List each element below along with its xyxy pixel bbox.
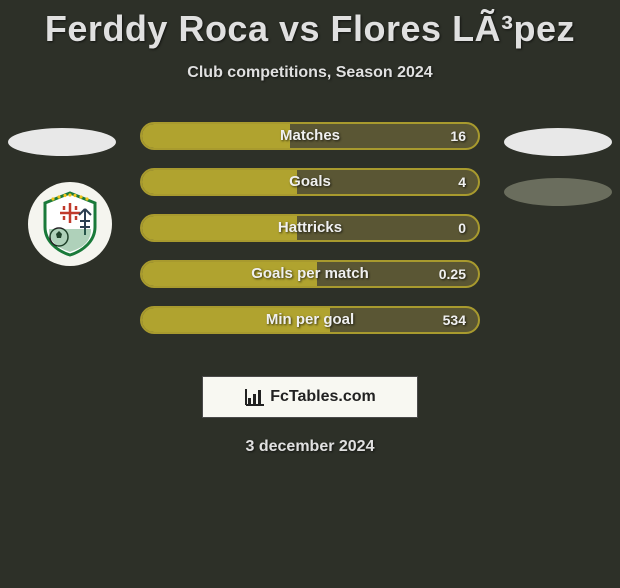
player2-marker-1 (504, 128, 612, 156)
stat-label: Hattricks (142, 216, 478, 240)
brand-text: FcTables.com (270, 388, 376, 406)
club-badge (28, 182, 112, 266)
bar-chart-icon (244, 387, 266, 407)
page-title: Ferddy Roca vs Flores LÃ³pez (0, 8, 620, 50)
stat-value: 534 (443, 308, 466, 332)
stat-label: Min per goal (142, 308, 478, 332)
stat-value: 0 (458, 216, 466, 240)
stat-row-goals: Goals 4 (140, 168, 480, 196)
stat-label: Matches (142, 124, 478, 148)
stat-label: Goals (142, 170, 478, 194)
player1-marker (8, 128, 116, 156)
footer-date: 3 december 2024 (0, 438, 620, 456)
stat-row-min-per-goal: Min per goal 534 (140, 306, 480, 334)
player2-marker-2 (504, 178, 612, 206)
stat-row-hattricks: Hattricks 0 (140, 214, 480, 242)
stat-row-matches: Matches 16 (140, 122, 480, 150)
stat-label: Goals per match (142, 262, 478, 286)
subtitle: Club competitions, Season 2024 (0, 64, 620, 82)
stat-value: 4 (458, 170, 466, 194)
stat-value: 16 (450, 124, 466, 148)
stat-row-goals-per-match: Goals per match 0.25 (140, 260, 480, 288)
comparison-chart: Matches 16 Goals 4 Hattricks 0 Goals per… (0, 122, 620, 352)
brand-badge[interactable]: FcTables.com (202, 376, 418, 418)
oriente-petrolero-icon (35, 189, 105, 259)
stat-value: 0.25 (439, 262, 466, 286)
